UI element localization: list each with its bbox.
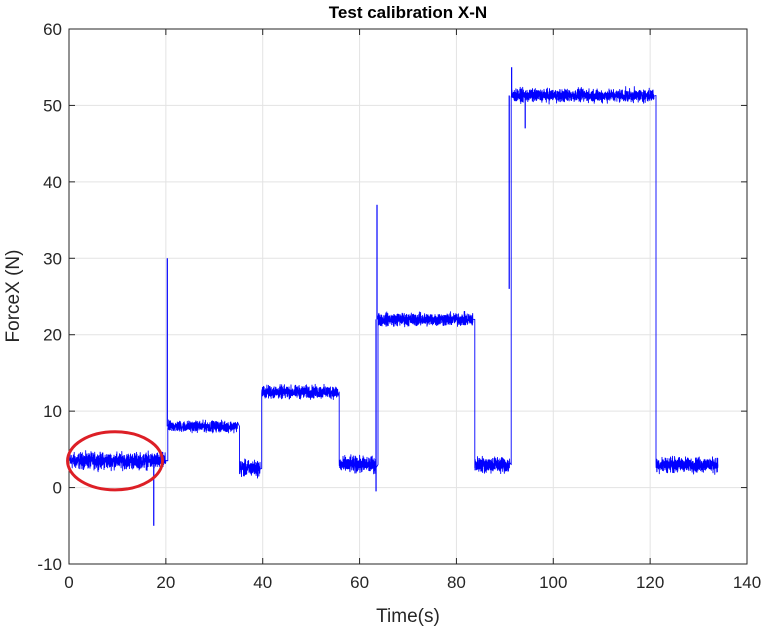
y-tick-label: 40 — [43, 173, 62, 192]
y-tick-label: 20 — [43, 326, 62, 345]
x-tick-label: 100 — [539, 573, 567, 592]
plot-frame — [68, 28, 748, 565]
y-axis-label: ForceX (N) — [3, 250, 24, 343]
x-tick-label: 120 — [636, 573, 664, 592]
x-tick-label: 60 — [350, 573, 369, 592]
series-forcex — [69, 86, 719, 479]
x-tick-label: 40 — [253, 573, 272, 592]
annotation-ellipse — [66, 430, 164, 492]
grid — [69, 29, 747, 564]
x-tick-label: 20 — [156, 573, 175, 592]
y-tick-label: -10 — [37, 555, 62, 574]
y-tick-label: 50 — [43, 96, 62, 115]
x-tick-label: 140 — [733, 573, 761, 592]
y-tick-label: 30 — [43, 249, 62, 268]
chart-title: Test calibration X-N — [329, 3, 487, 22]
plot-area — [69, 29, 747, 564]
y-tick-label: 60 — [43, 20, 62, 39]
x-axis-label: Time(s) — [376, 606, 440, 627]
series-line — [69, 86, 719, 479]
y-tick-label: 10 — [43, 402, 62, 421]
spike-group — [153, 67, 526, 526]
x-tick-label: 0 — [64, 573, 73, 592]
y-tick-label: 0 — [53, 479, 62, 498]
x-tick-label: 80 — [447, 573, 466, 592]
